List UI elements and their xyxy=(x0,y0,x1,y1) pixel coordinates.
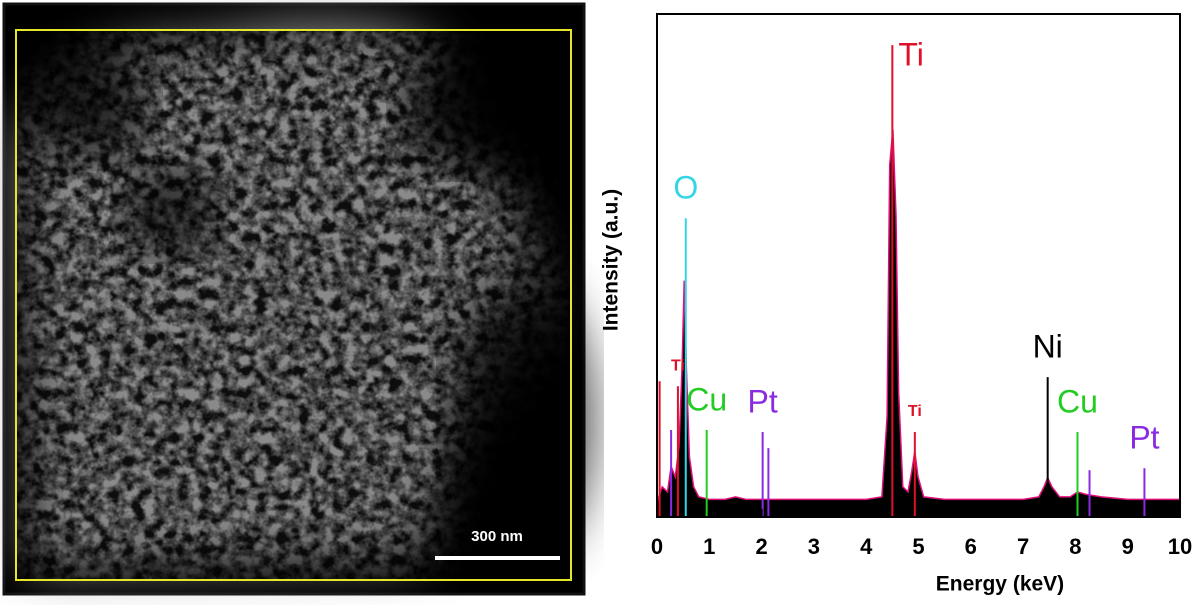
scale-bar-label: 300 nm xyxy=(471,528,523,545)
x-tick-label: 0 xyxy=(651,534,663,559)
spectrum-area xyxy=(657,129,1180,517)
x-tick-label: 10 xyxy=(1168,534,1192,559)
peak-label: O xyxy=(673,170,698,206)
peak-label: Cu xyxy=(1057,383,1098,419)
eds-chart: Energy (keV) Intensity (a.u.) Ti O Cu Pt Ti T… xyxy=(600,13,1192,596)
peak-label: Cu xyxy=(686,381,727,417)
x-tick-label: 1 xyxy=(703,534,715,559)
spectrum-line xyxy=(656,129,1180,503)
peak-label: Ti xyxy=(898,37,923,73)
x-tick-label: 4 xyxy=(860,534,873,559)
x-tick-label: 5 xyxy=(912,534,924,559)
x-axis-label: Energy (keV) xyxy=(936,573,1064,596)
x-tick-label: 6 xyxy=(965,534,977,559)
sem-image: 300 nm xyxy=(2,2,590,596)
y-axis-label: Intensity (a.u.) xyxy=(600,189,623,331)
peak-label: Ti xyxy=(671,357,685,374)
x-tick-label: 9 xyxy=(1122,534,1134,559)
x-tick-label: 8 xyxy=(1069,534,1081,559)
x-tick-label: 3 xyxy=(808,534,820,559)
x-tick-label: 7 xyxy=(1017,534,1029,559)
x-tick-label: 2 xyxy=(755,534,767,559)
peak-label: Pt xyxy=(1129,420,1159,456)
plot-frame xyxy=(656,13,1181,518)
peak-label: Ni xyxy=(1033,329,1063,365)
peak-label: Ti xyxy=(908,403,922,420)
peak-label: Pt xyxy=(748,383,778,419)
